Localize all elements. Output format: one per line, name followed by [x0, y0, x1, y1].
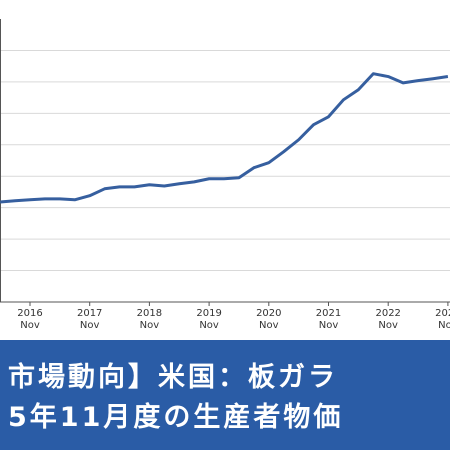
line-series	[0, 72, 449, 204]
x-tick-label: 2020 Nov	[256, 308, 281, 331]
banner-line: 5年11月度の生産者物価	[8, 401, 343, 433]
x-tick-label: 2016 Nov	[17, 308, 42, 331]
x-tick-label: 2022 Nov	[375, 308, 400, 331]
x-tick-label: 2021 Nov	[316, 308, 341, 331]
x-tick-label: 2018 Nov	[137, 308, 162, 331]
banner-background	[0, 340, 450, 450]
banner-line: 市場動向】米国：板ガラ	[8, 361, 338, 393]
x-tick-label: 2017 Nov	[77, 308, 102, 331]
x-tick-label: 2019 Nov	[196, 308, 221, 331]
x-tick-label: 2023Nov	[435, 308, 450, 331]
